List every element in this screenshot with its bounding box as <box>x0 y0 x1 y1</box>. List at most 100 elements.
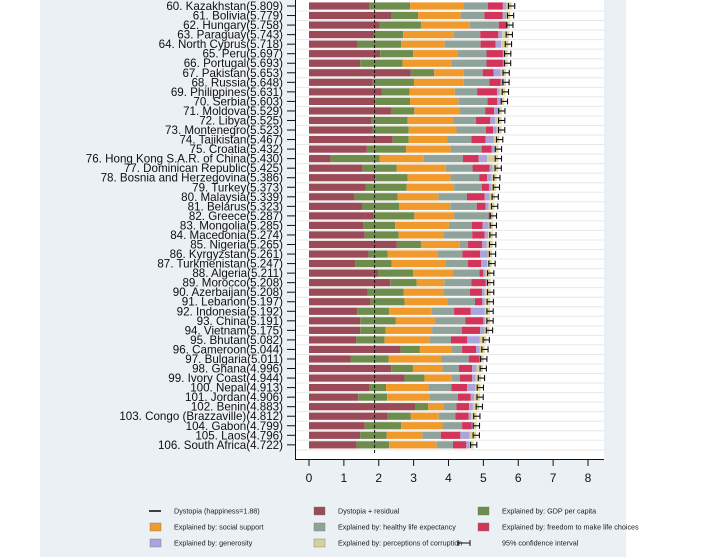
legend-item: 95% confidence interval <box>457 539 579 548</box>
bar-segment-gdp <box>367 288 404 296</box>
bar-segment-res <box>309 250 369 258</box>
bar-segment-res <box>309 441 357 449</box>
bar-segment-gdp <box>387 412 411 420</box>
bar-segment-gdp <box>391 11 419 20</box>
bar-segment-soc <box>418 11 461 20</box>
bar-segment-soc <box>407 174 451 182</box>
bar-segment-hle <box>445 164 473 172</box>
bar-segment-soc <box>403 288 444 296</box>
bar-segment-res <box>309 135 393 144</box>
bar-segment-hle <box>447 298 476 306</box>
bar-segment-free <box>498 21 507 29</box>
confidence-interval <box>502 79 510 86</box>
bar-segment-free <box>455 412 469 420</box>
confidence-interval <box>493 174 501 181</box>
bar-segment-free <box>471 279 486 287</box>
bar-segment-res <box>309 145 367 153</box>
confidence-interval <box>485 327 494 334</box>
bar-segment-res <box>309 31 374 39</box>
bar-segment-free <box>488 212 491 220</box>
bar-row: 101. Jordan(4.906) <box>185 391 604 404</box>
bar-row: 102. Benin(4.883) <box>191 401 604 414</box>
bar-row: 81. Belarus(5.323) <box>188 200 604 213</box>
confidence-interval <box>476 394 484 401</box>
bar-row: 75. Croatia(5.432) <box>190 143 604 156</box>
legend-item: Explained by: healthy life expectancy <box>313 523 456 532</box>
bar-segment-gen <box>470 307 485 315</box>
bar-segment-res <box>309 221 364 230</box>
bar-segment-hle <box>463 69 483 77</box>
row-label: 76. Hong Kong S.A.R. of China(5.430) <box>86 153 283 166</box>
confidence-interval <box>505 31 513 38</box>
confidence-interval <box>495 136 504 143</box>
bar-segment-hle <box>438 412 456 420</box>
bar-segment-gen <box>482 240 487 249</box>
bar-segment-gen <box>472 364 477 373</box>
bar-row: 85. Nigeria(5.265) <box>190 239 604 252</box>
row-label: 83. Mongolia(5.285) <box>180 219 283 232</box>
bar-segment-gen <box>493 126 497 134</box>
confidence-interval <box>500 98 509 105</box>
row-label: 74. Tajikistan(5.467) <box>179 134 283 147</box>
bar-segment-soc <box>410 97 459 105</box>
bar-row: 79. Turkey(5.373) <box>192 181 604 194</box>
row-label: 61. Bolivia(5.779) <box>193 10 283 23</box>
bar-segment-res <box>309 259 356 268</box>
bar-segment-soc <box>395 317 435 325</box>
bar-segment-gen <box>469 403 473 411</box>
bar-segment-gen <box>483 317 486 325</box>
bar-segment-soc <box>428 403 444 411</box>
row-label: 75. Croatia(5.432) <box>190 143 284 156</box>
bar-segment-soc <box>409 88 455 96</box>
bar-segment-free <box>468 355 480 363</box>
confidence-interval <box>498 107 506 114</box>
bar-segment-free <box>462 155 479 163</box>
x-tick-label: 3 <box>410 471 417 485</box>
row-label: 66. Portugal(5.693) <box>184 57 283 70</box>
bar-row: 74. Tajikistan(5.467) <box>179 134 604 147</box>
bar-segment-gdp <box>379 21 421 29</box>
bar-row: 64. North Cyprus(5.718) <box>159 38 604 51</box>
bar-segment-gdp <box>400 345 420 354</box>
bar-segment-hle <box>454 88 478 96</box>
bar-row: 67. Pakistan(5.653) <box>182 67 604 80</box>
bar-segment-gen <box>496 88 500 96</box>
bar-segment-gen <box>466 384 476 392</box>
confidence-interval <box>488 241 497 248</box>
bar-segment-gen <box>471 422 474 430</box>
bar-segment-free <box>462 250 481 258</box>
bar-segment-hle <box>450 174 480 182</box>
legend-label: Dystopia (happiness=1.88) <box>174 507 260 516</box>
bar-segment-gdp <box>356 336 385 344</box>
bar-row: 86. Kyrgyzstan(5.261) <box>170 248 604 261</box>
confidence-interval <box>477 375 486 382</box>
bar-segment-gen <box>481 288 485 296</box>
row-label: 82. Greece(5.287) <box>189 210 283 223</box>
bar-segment-hle <box>447 135 472 144</box>
bar-segment-soc <box>408 135 448 144</box>
bar-segment-free <box>462 345 477 354</box>
confidence-interval <box>494 146 503 153</box>
bar-segment-soc <box>402 59 452 67</box>
bar-segment-gdp <box>375 97 411 105</box>
bar-segment-hle <box>428 384 452 392</box>
bar-segment-res <box>309 336 357 344</box>
bar-segment-hle <box>438 193 467 201</box>
x-tick-label: 4 <box>445 471 452 485</box>
bar-segment-gen <box>482 298 485 306</box>
legend-swatch <box>477 522 490 532</box>
bar-segment-soc <box>389 441 437 449</box>
bar-segment-res <box>309 202 363 210</box>
bar-segment-hle <box>453 116 477 125</box>
bar-segment-gdp <box>415 403 429 411</box>
bar-segment-gdp <box>360 317 396 325</box>
legend-label: Explained by: perceptions of corruption <box>338 539 462 548</box>
bar-segment-free <box>487 97 498 105</box>
bar-row: 68. Russia(5.648) <box>191 76 604 89</box>
bar-segment-free <box>471 135 486 144</box>
bar-segment-hle <box>422 431 441 439</box>
bar-segment-free <box>468 240 483 249</box>
row-label: 69. Philippines(5.631) <box>171 86 283 99</box>
bar-segment-res <box>309 183 366 191</box>
bar-segment-hle <box>451 345 463 354</box>
